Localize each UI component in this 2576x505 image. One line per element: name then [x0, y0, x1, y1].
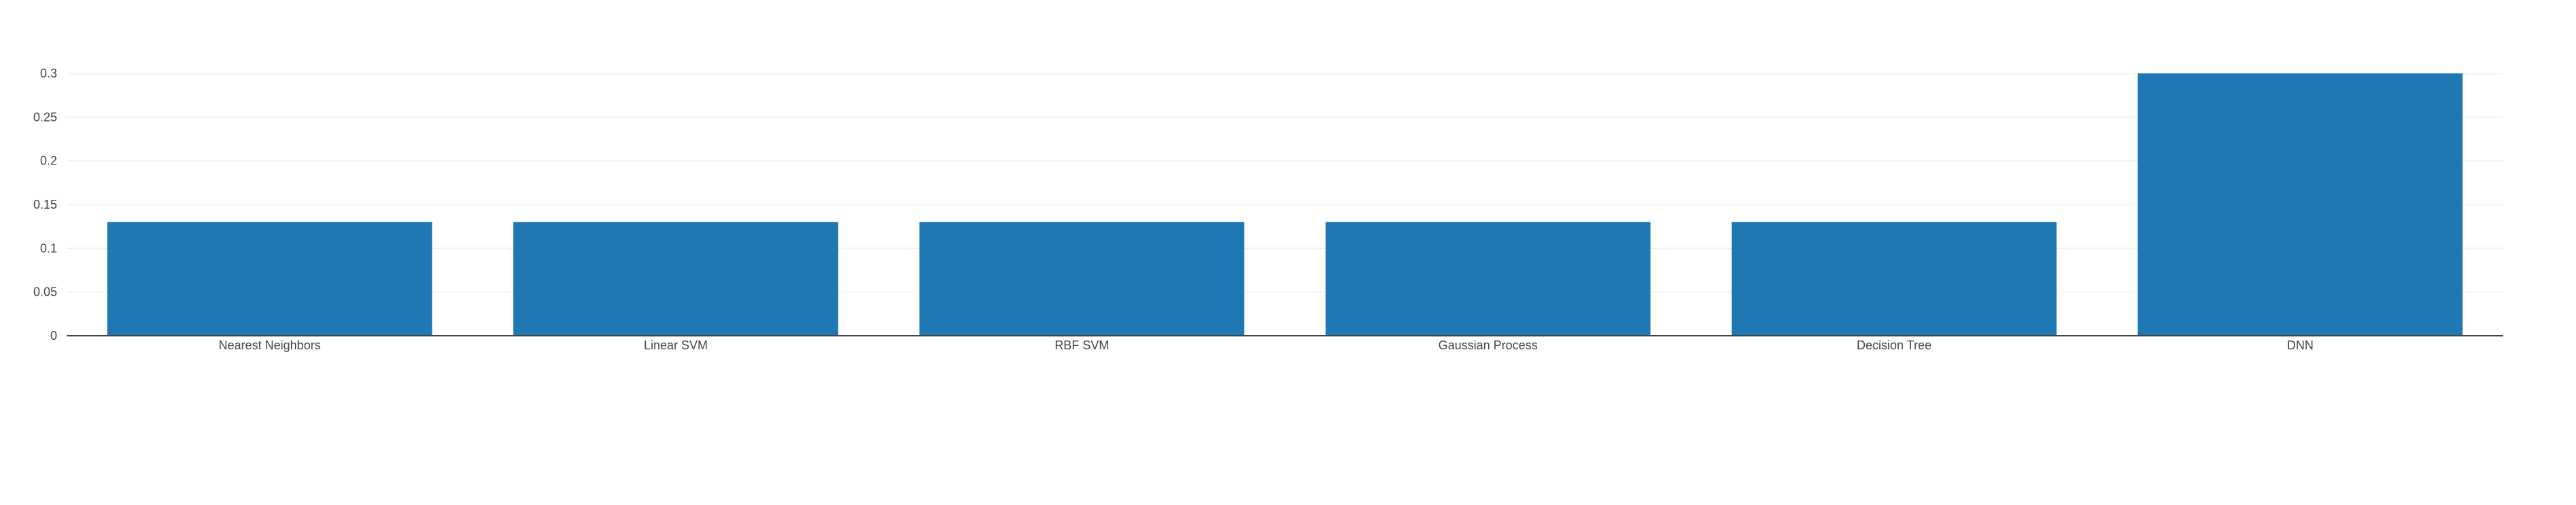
y-tick-label: 0.1 [40, 241, 57, 255]
x-tick-label: RBF SVM [1054, 338, 1109, 352]
x-tick-label: DNN [2287, 338, 2314, 352]
x-tick-label: Decision Tree [1857, 338, 1931, 352]
bar[interactable] [919, 222, 1245, 336]
y-tick-label: 0.05 [33, 285, 57, 299]
bar-layer [107, 73, 2463, 336]
label-layer: 0 0.05 0.1 0.15 0.2 0.25 0.3 Nearest Neighbors L… [33, 67, 2314, 352]
x-tick-label: Nearest Neighbors [219, 338, 321, 352]
grid-layer [67, 73, 2503, 293]
x-tick-label: Gaussian Process [1439, 338, 1538, 352]
y-tick-label: 0.25 [33, 110, 57, 124]
bar[interactable] [1325, 222, 1651, 336]
y-tick-label: 0 [50, 329, 57, 343]
bar[interactable] [2137, 73, 2463, 336]
y-tick-label: 0.3 [40, 67, 57, 80]
bar[interactable] [107, 222, 432, 336]
bar[interactable] [1732, 222, 2057, 336]
x-tick-label: Linear SVM [644, 338, 708, 352]
y-tick-label: 0.15 [33, 198, 57, 211]
bar[interactable] [513, 222, 838, 336]
y-tick-label: 0.2 [40, 154, 57, 168]
